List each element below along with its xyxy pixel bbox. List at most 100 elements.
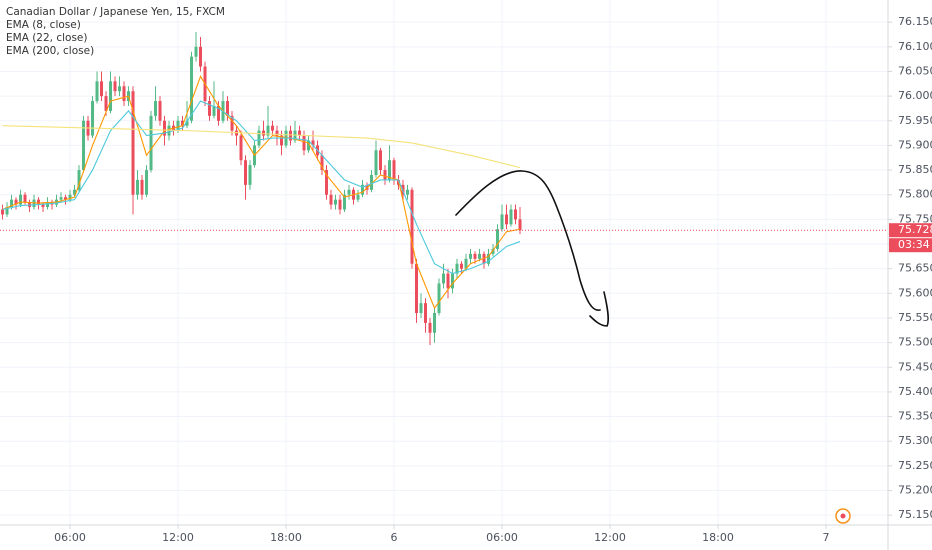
ema-line — [2, 100, 521, 275]
candle-body — [383, 170, 387, 180]
candle-body — [68, 194, 72, 200]
candle-body — [226, 101, 230, 116]
candle-body — [73, 189, 77, 195]
candle-body — [280, 135, 284, 146]
candle-body — [190, 56, 194, 121]
candle-body — [185, 120, 189, 126]
candle-body — [446, 273, 450, 289]
candle-body — [131, 91, 135, 195]
candle-body — [473, 253, 477, 259]
candle-body — [100, 81, 104, 97]
axes: 76.150 76.100 76.050 76.000 75.950 75.900 75.8… — [54, 15, 932, 544]
candle-body — [91, 101, 95, 136]
y-tick-label: 75.500 — [898, 336, 932, 349]
candle-body — [298, 130, 302, 136]
candle-body — [1, 209, 5, 215]
y-tick-label: 75.600 — [898, 286, 932, 299]
y-tick-label: 75.400 — [898, 385, 932, 398]
candle-body — [338, 199, 342, 210]
y-tick-label: 75.650 — [898, 262, 932, 275]
legend-entry: EMA (8, close) — [6, 19, 81, 31]
candle-body — [271, 125, 275, 131]
candle-body — [478, 253, 482, 259]
candle-body — [433, 313, 437, 333]
y-tick-label: 75.200 — [898, 483, 932, 496]
candle-body — [19, 194, 23, 205]
x-tick-label: 12:00 — [162, 531, 194, 544]
legend: Canadian Dollar / Japanese Yen, 15, FXCM… — [6, 6, 225, 57]
candle-body — [154, 101, 158, 116]
candle-body — [145, 170, 149, 195]
candle-body — [266, 125, 270, 136]
last-price-box — [889, 223, 932, 238]
candle-body — [302, 135, 306, 151]
candle-body — [46, 202, 50, 208]
candle-body — [329, 194, 333, 205]
x-tick-label: 06:00 — [54, 531, 86, 544]
candle-body — [248, 165, 252, 185]
candle-body — [95, 81, 99, 102]
y-tick-label: 75.300 — [898, 434, 932, 447]
candle-body — [451, 273, 455, 289]
candle-body — [194, 46, 198, 57]
candle-body — [104, 96, 108, 111]
y-tick-label: 75.350 — [898, 410, 932, 423]
x-tick-label: 18:00 — [702, 531, 734, 544]
candle-body — [275, 130, 279, 136]
candle-body — [217, 105, 221, 121]
y-tick-label: 76.000 — [898, 89, 932, 102]
candle-body — [311, 140, 315, 146]
alert-icon-dot — [840, 513, 846, 519]
candle-body — [244, 160, 248, 185]
candle-body — [379, 150, 383, 171]
y-tick-label: 75.450 — [898, 360, 932, 373]
countdown-box — [889, 238, 932, 253]
y-tick-label: 76.100 — [898, 40, 932, 53]
candle-body — [41, 204, 45, 208]
candle-body — [469, 253, 473, 259]
candle-body — [392, 160, 396, 180]
candle-body — [163, 120, 167, 136]
candle-body — [500, 214, 504, 230]
y-tick-label: 75.150 — [898, 508, 932, 521]
candle-body — [37, 199, 41, 205]
x-tick-label: 7 — [822, 531, 829, 544]
y-tick-label: 75.250 — [898, 459, 932, 472]
y-tick-label: 76.050 — [898, 64, 932, 77]
candle-body — [199, 46, 203, 67]
candle-body — [424, 303, 428, 323]
y-tick-label: 75.550 — [898, 311, 932, 324]
candle-body — [325, 170, 329, 195]
candle-body — [442, 273, 446, 284]
last-price-label: 75.728 — [898, 223, 932, 236]
candle-body — [158, 101, 162, 121]
candle-body — [77, 170, 81, 190]
candle-body — [149, 115, 153, 171]
candle-body — [262, 130, 266, 136]
candle-body — [437, 283, 441, 314]
candle-body — [82, 120, 86, 171]
x-tick-label: 06:00 — [486, 531, 518, 544]
candle-body — [208, 101, 212, 116]
candle-body — [415, 263, 419, 314]
candle-body — [455, 263, 459, 274]
candle-body — [509, 209, 513, 225]
candle-body — [419, 303, 423, 314]
countdown-label: 03:34 — [898, 238, 930, 251]
candle-body — [239, 135, 243, 161]
y-tick-label: 76.150 — [898, 15, 932, 28]
candle-body — [460, 263, 464, 269]
candle-body — [334, 199, 338, 205]
x-tick-label: 18:00 — [270, 531, 302, 544]
candle-body — [343, 194, 347, 210]
candle-body — [361, 184, 365, 195]
legend-entry: EMA (200, close) — [6, 45, 94, 57]
candle-body — [406, 189, 410, 195]
candle-body — [518, 219, 522, 231]
plot-area — [0, 32, 888, 346]
candle-body — [320, 155, 324, 171]
candle-body — [176, 120, 180, 131]
y-tick-label: 75.850 — [898, 163, 932, 176]
